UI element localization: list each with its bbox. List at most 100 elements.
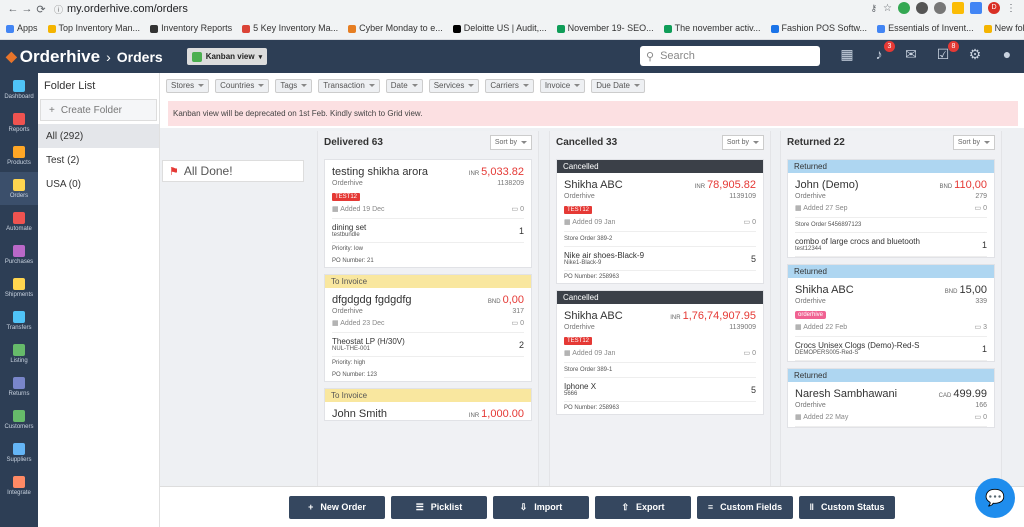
- bookmark-item[interactable]: Apps: [6, 23, 38, 33]
- extension-icon[interactable]: [934, 2, 946, 14]
- notification-badge: 3: [884, 41, 895, 52]
- key-icon[interactable]: ⚷: [870, 2, 878, 13]
- customer-name: John Smith: [332, 408, 388, 420]
- extension-icon[interactable]: [970, 2, 982, 14]
- order-card[interactable]: To Invoice dfgdgdg fgdgdfg BND 0,00 Orderhiv…: [324, 274, 532, 382]
- filter-due-date[interactable]: Due Date: [591, 78, 645, 93]
- order-card[interactable]: testing shikha arora INR 5,033.82 Orderhive…: [324, 159, 532, 268]
- sort-by-dropdown[interactable]: Sort by: [721, 134, 764, 150]
- bookmark-label: Fashion POS Softw...: [781, 23, 868, 33]
- new-order-button[interactable]: + New Order: [289, 495, 385, 519]
- chat-icon[interactable]: ✉: [905, 46, 917, 62]
- sidebar-item-orders[interactable]: Orders: [0, 172, 38, 205]
- order-card[interactable]: Cancelled Shikha ABC INR 78,905.82 Orderhive…: [556, 159, 764, 284]
- create-folder-button[interactable]: + Create Folder: [40, 99, 157, 121]
- bookmark-label: Top Inventory Man...: [58, 23, 141, 33]
- tasks-icon[interactable]: ☑ 8: [934, 41, 959, 64]
- bookmark-item[interactable]: 5 Key Inventory Ma...: [242, 23, 338, 33]
- gear-icon[interactable]: ⚙: [968, 46, 982, 62]
- import-button[interactable]: ⇩ Import: [493, 495, 589, 519]
- order-card[interactable]: Cancelled Shikha ABC INR 1,76,74,907.95 Orde…: [556, 290, 764, 415]
- product-name: dining set: [332, 223, 367, 232]
- filter-date[interactable]: Date: [385, 78, 423, 93]
- filter-invoice[interactable]: Invoice: [539, 78, 586, 93]
- star-icon[interactable]: ☆: [883, 2, 892, 14]
- filter-transaction[interactable]: Transaction: [318, 78, 380, 93]
- bell-icon[interactable]: ♪ 3: [870, 41, 895, 64]
- sidebar-item-purchases[interactable]: Purchases: [0, 238, 38, 271]
- back-icon[interactable]: ←: [7, 3, 19, 15]
- user-icon[interactable]: ●: [1002, 46, 1012, 62]
- returns-icon: [13, 376, 25, 389]
- custom-fields-button[interactable]: ≡ Custom Fields: [697, 495, 793, 519]
- sidebar-item-shipments[interactable]: Shipments: [0, 271, 38, 304]
- bookmark-item[interactable]: Top Inventory Man...: [47, 23, 141, 33]
- comment-icon: ▭: [974, 205, 984, 212]
- bookmark-item[interactable]: Cyber Monday to e...: [348, 23, 443, 33]
- sidebar-item-suppliers[interactable]: Suppliers: [0, 436, 38, 469]
- order-card[interactable]: Returned Naresh Sambhawani CAD 499.99 Orderh…: [787, 368, 995, 428]
- bookmark-item[interactable]: Deloitte US | Audit,...: [452, 23, 547, 33]
- filter-carriers[interactable]: Carriers: [485, 78, 534, 93]
- bookmark-item[interactable]: November 19- SEO...: [556, 23, 654, 33]
- added-row: ▦ Added 19 Dec ▭ 0: [332, 205, 524, 219]
- sidebar-item-returns[interactable]: Returns: [0, 370, 38, 403]
- menu-icon[interactable]: ⋮: [1006, 2, 1016, 14]
- order-card[interactable]: Returned John (Demo) BND 110,00 Orderhive 279…: [787, 159, 995, 258]
- bookmark-item[interactable]: Essentials of Invent...: [877, 23, 974, 33]
- amount-value: 0,00: [502, 294, 524, 306]
- custom-status-button[interactable]: ‖ Custom Status: [799, 495, 895, 519]
- order-card[interactable]: To Invoice John Smith INR 1,000.00: [324, 388, 532, 421]
- sort-by-dropdown[interactable]: Sort by: [952, 134, 995, 150]
- bookmark-item[interactable]: The november activ...: [663, 23, 761, 33]
- filter-stores[interactable]: Stores: [166, 78, 210, 93]
- bookmark-item[interactable]: New folder: [983, 23, 1024, 33]
- profile-avatar[interactable]: D: [988, 2, 1000, 14]
- order-card[interactable]: Returned Shikha ABC BND 15,00 Orderhive 339 or…: [787, 264, 995, 362]
- calculator-icon[interactable]: ▦: [840, 46, 854, 62]
- sidebar-item-customers[interactable]: Customers: [0, 403, 38, 436]
- product-sku: DEMOPERS005-Red-S: [795, 350, 859, 356]
- sort-by-dropdown[interactable]: Sort by: [489, 134, 532, 150]
- app-logo[interactable]: ◆ Orderhive: [6, 47, 100, 67]
- bookmark-label: New folder: [994, 23, 1024, 33]
- sidebar-item-integrate[interactable]: Integrate: [0, 469, 38, 502]
- card-title-row: Shikha ABC INR 1,76,74,907.95: [564, 308, 756, 322]
- line-item-info: Nike air shoes-Black-9 Nike1-Black-9: [564, 251, 644, 266]
- listing-icon: [13, 343, 25, 356]
- currency: BND: [939, 184, 953, 190]
- folder-item[interactable]: Test (2): [46, 154, 80, 166]
- bookmark-item[interactable]: Fashion POS Softw...: [770, 23, 868, 33]
- sidebar-item-automate[interactable]: Automate: [0, 205, 38, 238]
- po-number: PO Number: 21: [332, 258, 374, 264]
- sidebar-item-transfers[interactable]: Transfers: [0, 304, 38, 337]
- sidebar-item-products[interactable]: Products: [0, 139, 38, 172]
- extension-icon[interactable]: [898, 2, 910, 14]
- store-name: Orderhive: [332, 180, 363, 187]
- bookmark-label: Essentials of Invent...: [888, 23, 974, 33]
- extension-icon[interactable]: [916, 2, 928, 14]
- export-button[interactable]: ⇧ Export: [595, 495, 691, 519]
- currency: BND: [944, 289, 958, 295]
- filter-services[interactable]: Services: [428, 78, 480, 93]
- calendar-icon: ▦: [564, 219, 573, 226]
- line-item: Theostat LP (H/30V) NUL-THE-001 2: [332, 333, 524, 357]
- sidebar-item-listing[interactable]: Listing: [0, 337, 38, 370]
- filter-tags[interactable]: Tags: [275, 78, 313, 93]
- reload-icon[interactable]: ⟳: [36, 3, 46, 16]
- kanban-view-button[interactable]: Kanban view ▾: [186, 48, 268, 65]
- forward-icon[interactable]: →: [21, 3, 33, 15]
- folder-item[interactable]: All (292): [38, 124, 159, 148]
- chat-support-button[interactable]: 💬: [975, 478, 1015, 518]
- search-input[interactable]: ⚲ Search: [640, 46, 820, 66]
- picklist-button[interactable]: ☰ Picklist: [391, 495, 487, 519]
- sidebar-item-dashboard[interactable]: Dashboard: [0, 73, 38, 106]
- filter-countries[interactable]: Countries: [215, 78, 270, 93]
- purchases-icon: [13, 244, 25, 257]
- bookmark-item[interactable]: Inventory Reports: [150, 23, 232, 33]
- extension-icon[interactable]: [952, 2, 964, 14]
- amount-value: 15,00: [959, 284, 987, 296]
- sidebar-item-reports[interactable]: Reports: [0, 106, 38, 139]
- folder-item[interactable]: USA (0): [46, 178, 82, 190]
- address-bar[interactable]: ⓘ my.orderhive.com/orders: [54, 3, 188, 16]
